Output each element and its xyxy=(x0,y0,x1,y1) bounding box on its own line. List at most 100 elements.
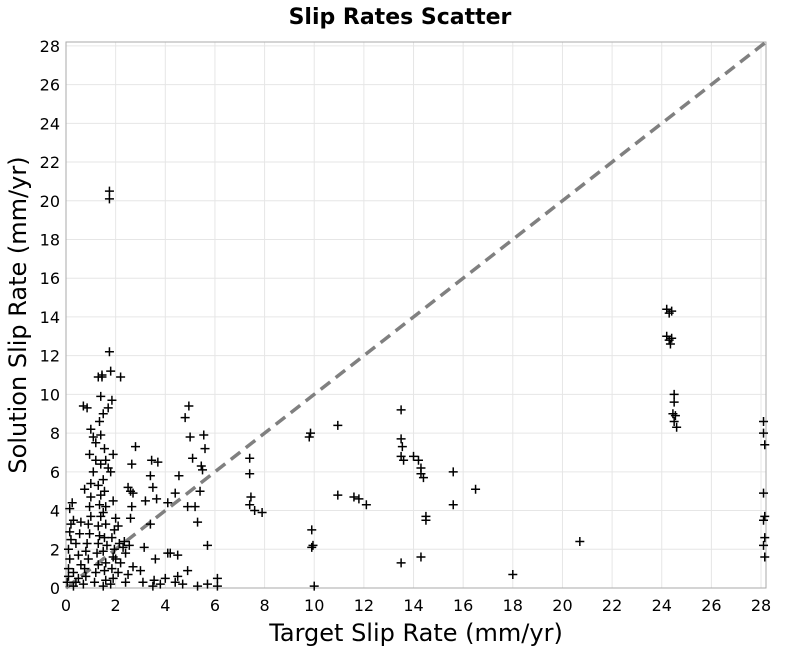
data-point xyxy=(73,573,83,583)
data-point xyxy=(669,416,679,426)
data-point xyxy=(396,434,406,444)
data-point xyxy=(66,535,76,545)
data-point xyxy=(669,389,679,399)
data-point xyxy=(68,568,78,578)
x-tick-label: 24 xyxy=(652,596,672,615)
data-point xyxy=(202,540,212,550)
data-point xyxy=(108,573,118,583)
data-point xyxy=(86,511,96,521)
data-point xyxy=(76,517,86,527)
data-point xyxy=(65,554,75,564)
data-point xyxy=(670,411,680,421)
data-point xyxy=(149,575,159,585)
grid-lines xyxy=(65,42,766,589)
data-point xyxy=(173,571,183,581)
data-point xyxy=(85,502,95,512)
y-tick-label: 12 xyxy=(40,347,60,366)
data-point xyxy=(759,428,769,438)
data-point xyxy=(128,488,138,498)
x-tick-label: 2 xyxy=(111,596,121,615)
data-point xyxy=(102,540,112,550)
data-point xyxy=(121,577,131,587)
data-point xyxy=(121,548,131,558)
data-point xyxy=(212,581,222,591)
data-point xyxy=(309,581,319,591)
data-point xyxy=(759,515,769,525)
x-tick-label: 20 xyxy=(552,596,572,615)
data-point xyxy=(65,527,75,537)
y-tick-label: 6 xyxy=(50,463,60,482)
data-point xyxy=(200,444,210,454)
data-point xyxy=(307,525,317,535)
data-point xyxy=(101,558,111,568)
data-point xyxy=(183,566,193,576)
data-point xyxy=(448,500,458,510)
data-point xyxy=(759,540,769,550)
reference-line xyxy=(64,40,768,590)
data-point xyxy=(96,430,106,440)
data-point xyxy=(416,552,426,562)
data-point xyxy=(304,432,314,442)
data-point xyxy=(147,455,157,465)
data-point xyxy=(140,496,150,506)
data-point xyxy=(190,502,200,512)
data-point xyxy=(113,568,123,578)
y-tick-label: 18 xyxy=(40,230,60,249)
data-point xyxy=(126,513,136,523)
data-point xyxy=(665,339,675,349)
data-point xyxy=(91,438,101,448)
data-point xyxy=(116,558,126,568)
y-tick-label: 8 xyxy=(50,424,60,443)
data-point xyxy=(306,428,316,438)
data-point xyxy=(104,194,114,204)
data-point xyxy=(333,420,343,430)
data-point xyxy=(62,577,72,587)
data-point xyxy=(85,529,95,539)
data-point xyxy=(71,538,81,548)
data-point xyxy=(760,511,770,521)
data-point xyxy=(193,581,203,591)
data-point xyxy=(139,542,149,552)
data-point xyxy=(170,488,180,498)
data-point xyxy=(93,480,103,490)
data-point xyxy=(170,577,180,587)
data-point xyxy=(101,575,111,585)
data-point xyxy=(667,306,677,316)
data-point xyxy=(92,548,102,558)
data-point xyxy=(111,554,121,564)
x-tick-label: 8 xyxy=(259,596,269,615)
data-point xyxy=(106,366,116,376)
data-point xyxy=(116,372,126,382)
y-tick-label: 2 xyxy=(50,540,60,559)
data-point xyxy=(81,571,91,581)
data-point xyxy=(83,554,93,564)
data-point xyxy=(119,537,129,547)
y-tick-label: 28 xyxy=(40,37,60,56)
data-point xyxy=(93,521,103,531)
data-point xyxy=(575,537,585,547)
y-tick-label: 4 xyxy=(50,502,60,521)
data-point xyxy=(104,347,114,357)
data-point xyxy=(145,519,155,529)
data-point xyxy=(128,562,138,572)
data-point xyxy=(199,430,209,440)
data-point xyxy=(760,552,770,562)
data-point xyxy=(202,579,212,589)
data-point xyxy=(124,540,134,550)
data-point xyxy=(354,494,364,504)
data-point xyxy=(82,403,92,413)
data-point xyxy=(91,568,101,578)
data-point xyxy=(123,482,133,492)
data-point xyxy=(250,506,260,516)
data-point xyxy=(178,579,188,589)
x-tick-labels: 0 2 4 6 8 10 12 14 16 18 20 22 24 26 28 xyxy=(61,596,771,615)
data-point xyxy=(75,529,85,539)
data-point xyxy=(180,413,190,423)
data-point xyxy=(85,449,95,459)
data-point xyxy=(195,486,205,496)
data-point xyxy=(101,502,111,512)
data-point xyxy=(669,397,679,407)
data-point xyxy=(127,459,137,469)
data-point xyxy=(97,372,107,382)
